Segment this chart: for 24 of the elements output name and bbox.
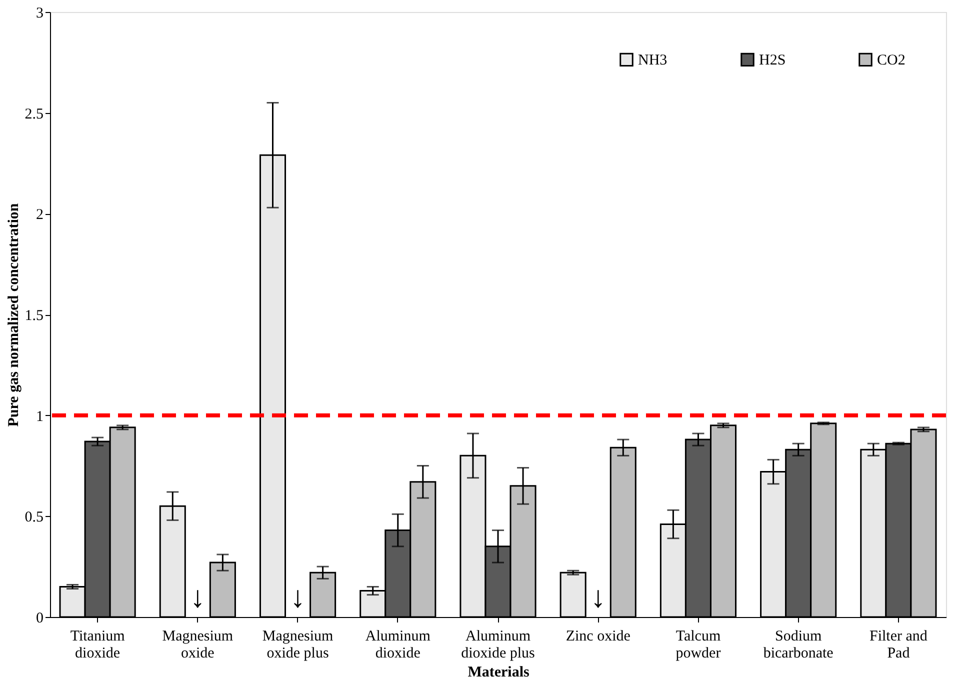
y-tick-label: 1.5	[24, 308, 44, 324]
y-tick-label: 2	[36, 207, 44, 224]
x-axis-title: Materials	[468, 664, 530, 680]
x-tick-label: Magnesium oxide plus	[262, 628, 334, 662]
legend-label: NH3	[638, 52, 668, 69]
x-tick-label: Sodium bicarbonate	[763, 628, 834, 662]
y-tick-label: 0	[36, 610, 44, 626]
y-tick-label: 1	[36, 408, 44, 425]
annotation: ↓	[190, 581, 206, 614]
x-tick-label: Zinc oxide	[566, 628, 631, 644]
annotation: ↓	[590, 581, 606, 614]
y-tick-label: 2.5	[24, 106, 44, 122]
legend-label: H2S	[759, 52, 786, 69]
legend-label: CO2	[877, 52, 906, 69]
x-tick-label: Aluminum dioxide plus	[461, 628, 536, 662]
y-tick-label: 0.5	[24, 510, 44, 526]
x-tick-label: Magnesium oxide	[162, 628, 234, 662]
y-axis-title: Pure gas normalized concentration	[6, 202, 22, 427]
x-tick-label: Talcum powder	[676, 628, 721, 662]
x-tick-label: Titanium dioxide	[70, 628, 126, 662]
x-tick-label: Filter and Pad	[869, 628, 928, 662]
annotation: ↓	[290, 581, 306, 614]
y-tick-label: 3	[36, 6, 44, 22]
x-tick-label: Aluminum dioxide	[365, 628, 431, 662]
